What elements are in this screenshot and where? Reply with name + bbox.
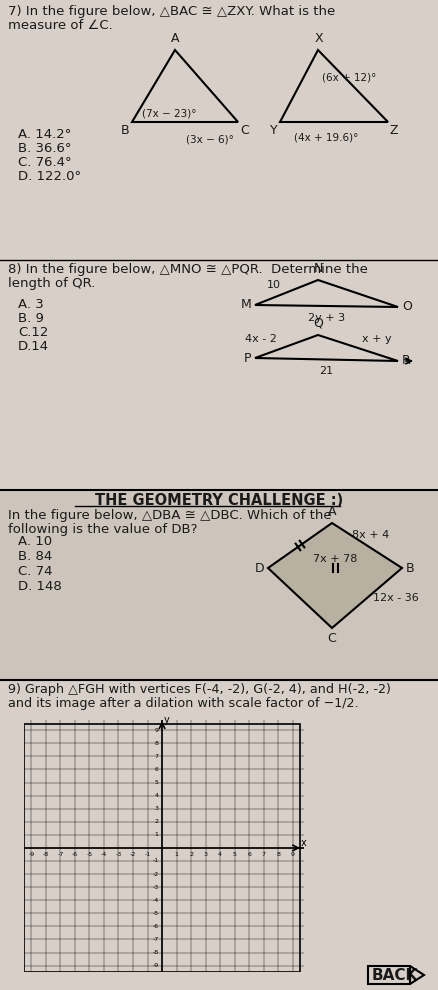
Text: 9) Graph △FGH with vertices F(-4, -2), G(-2, 4), and H(-2, -2): 9) Graph △FGH with vertices F(-4, -2), G…: [8, 683, 391, 696]
Text: 3: 3: [155, 806, 159, 811]
Text: B: B: [406, 561, 415, 574]
Text: BACK: BACK: [372, 968, 418, 983]
Text: -8: -8: [152, 950, 159, 955]
Text: 3: 3: [204, 852, 208, 857]
Text: (3x − 6)°: (3x − 6)°: [186, 134, 234, 144]
Text: -5: -5: [152, 911, 159, 916]
Text: O: O: [402, 301, 412, 314]
Text: C. 74: C. 74: [18, 565, 53, 578]
Text: -1: -1: [152, 858, 159, 863]
Text: -5: -5: [86, 852, 92, 857]
Text: A. 10: A. 10: [18, 535, 52, 548]
Text: and its image after a dilation with scale factor of −1/2.: and its image after a dilation with scal…: [8, 697, 359, 710]
Text: -6: -6: [72, 852, 78, 857]
Text: (4x + 19.6)°: (4x + 19.6)°: [294, 132, 358, 142]
Text: 7: 7: [155, 753, 159, 759]
Text: THE GEOMETRY CHALLENGE :): THE GEOMETRY CHALLENGE :): [95, 493, 343, 508]
Text: -6: -6: [152, 924, 159, 929]
Text: 10: 10: [266, 279, 280, 289]
Text: -3: -3: [115, 852, 122, 857]
Text: B: B: [120, 124, 129, 137]
Text: 9: 9: [291, 852, 295, 857]
Text: C: C: [240, 124, 249, 137]
Text: 1: 1: [155, 833, 159, 838]
Text: A: A: [328, 505, 336, 518]
Text: 8) In the figure below, △MNO ≅ △PQR.  Determine the: 8) In the figure below, △MNO ≅ △PQR. Det…: [8, 263, 368, 276]
Text: 1: 1: [175, 852, 179, 857]
Text: D. 122.0°: D. 122.0°: [18, 170, 81, 183]
Text: -1: -1: [145, 852, 151, 857]
Text: 6: 6: [155, 767, 159, 772]
Text: measure of ∠C.: measure of ∠C.: [8, 19, 113, 32]
Text: C: C: [328, 632, 336, 645]
Text: -9: -9: [28, 852, 35, 857]
Text: 4: 4: [218, 852, 222, 857]
Text: -7: -7: [152, 937, 159, 941]
Text: Y: Y: [270, 124, 278, 137]
Text: B. 9: B. 9: [18, 312, 44, 325]
Text: X: X: [314, 32, 323, 45]
Text: A. 14.2°: A. 14.2°: [18, 128, 71, 141]
Text: 2y + 3: 2y + 3: [308, 313, 345, 323]
Bar: [0, 490, 438, 680]
Text: R: R: [402, 354, 411, 367]
Text: N: N: [313, 262, 323, 275]
Text: -2: -2: [152, 871, 159, 876]
Text: D.14: D.14: [18, 340, 49, 353]
Text: M: M: [240, 299, 251, 312]
Text: -8: -8: [43, 852, 49, 857]
Text: B. 84: B. 84: [18, 550, 52, 563]
Text: -2: -2: [130, 852, 136, 857]
Text: A: A: [171, 32, 179, 45]
Text: D: D: [254, 561, 264, 574]
Text: x: x: [301, 839, 307, 848]
Bar: [368, 966, 410, 984]
Text: 4: 4: [155, 793, 159, 798]
Text: B. 36.6°: B. 36.6°: [18, 142, 71, 155]
Text: P: P: [244, 351, 251, 364]
Text: length of QR.: length of QR.: [8, 277, 95, 290]
Text: 8: 8: [155, 741, 159, 745]
Text: In the figure below, △DBA ≅ △DBC. Which of the: In the figure below, △DBA ≅ △DBC. Which …: [8, 509, 332, 522]
Text: 6: 6: [247, 852, 251, 857]
Text: Z: Z: [390, 124, 399, 137]
Text: y: y: [163, 716, 170, 726]
Text: A. 3: A. 3: [18, 298, 44, 311]
Text: 7: 7: [262, 852, 266, 857]
Text: 2: 2: [189, 852, 193, 857]
Text: 7) In the figure below, △BAC ≅ △ZXY. What is the: 7) In the figure below, △BAC ≅ △ZXY. Wha…: [8, 5, 335, 18]
Text: C. 76.4°: C. 76.4°: [18, 156, 72, 169]
Text: x + y: x + y: [362, 334, 392, 344]
Text: -9: -9: [152, 963, 159, 968]
Text: 4x - 2: 4x - 2: [245, 335, 276, 345]
Text: -3: -3: [152, 885, 159, 890]
Text: C.12: C.12: [18, 326, 48, 339]
Text: 21: 21: [319, 366, 334, 376]
Text: (6x + 12)°: (6x + 12)°: [322, 72, 376, 82]
Text: 5: 5: [155, 780, 159, 785]
Text: 2: 2: [155, 820, 159, 825]
Text: 8: 8: [276, 852, 280, 857]
Text: -7: -7: [57, 852, 64, 857]
Text: -4: -4: [101, 852, 107, 857]
Polygon shape: [268, 523, 402, 628]
Text: 5: 5: [233, 852, 237, 857]
Text: (7x − 23)°: (7x − 23)°: [142, 109, 197, 119]
Text: 9: 9: [155, 728, 159, 733]
Text: -4: -4: [152, 898, 159, 903]
Text: Q: Q: [313, 317, 323, 330]
Text: 12x - 36: 12x - 36: [373, 593, 419, 603]
Text: following is the value of DB?: following is the value of DB?: [8, 523, 198, 536]
Text: 8x + 4: 8x + 4: [353, 531, 390, 541]
Text: D. 148: D. 148: [18, 580, 62, 593]
Text: 7x + 78: 7x + 78: [313, 554, 357, 564]
